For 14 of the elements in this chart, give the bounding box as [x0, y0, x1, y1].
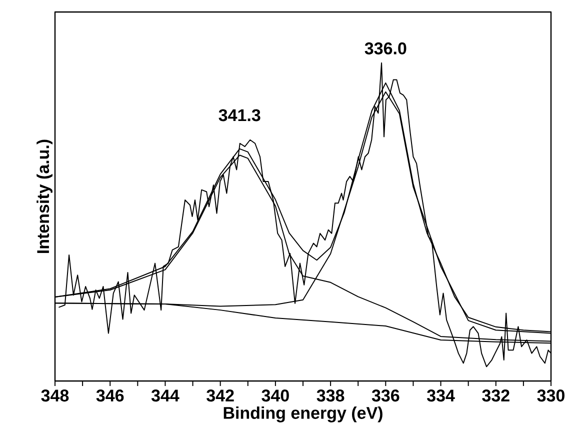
x-tick-label: 344 — [151, 390, 180, 402]
x-tick-label: 346 — [96, 390, 124, 402]
x-tick-label: 334 — [426, 390, 455, 402]
annotation: 336.0 — [364, 42, 406, 54]
x-tick-label: 338 — [316, 390, 344, 402]
x-tick-label: 332 — [482, 390, 510, 402]
x-tick-label: 348 — [41, 390, 69, 402]
x-tick-label: 336 — [372, 390, 400, 402]
x-tick-label: 340 — [262, 390, 289, 402]
x-axis-title: Binding energy (eV) — [224, 406, 382, 422]
x-tick-label: 330 — [537, 390, 564, 402]
x-tick-label: 342 — [206, 390, 234, 402]
annotation: 341.3 — [218, 109, 260, 122]
y-axis-title: Intensity (a.u.) — [36, 140, 52, 253]
